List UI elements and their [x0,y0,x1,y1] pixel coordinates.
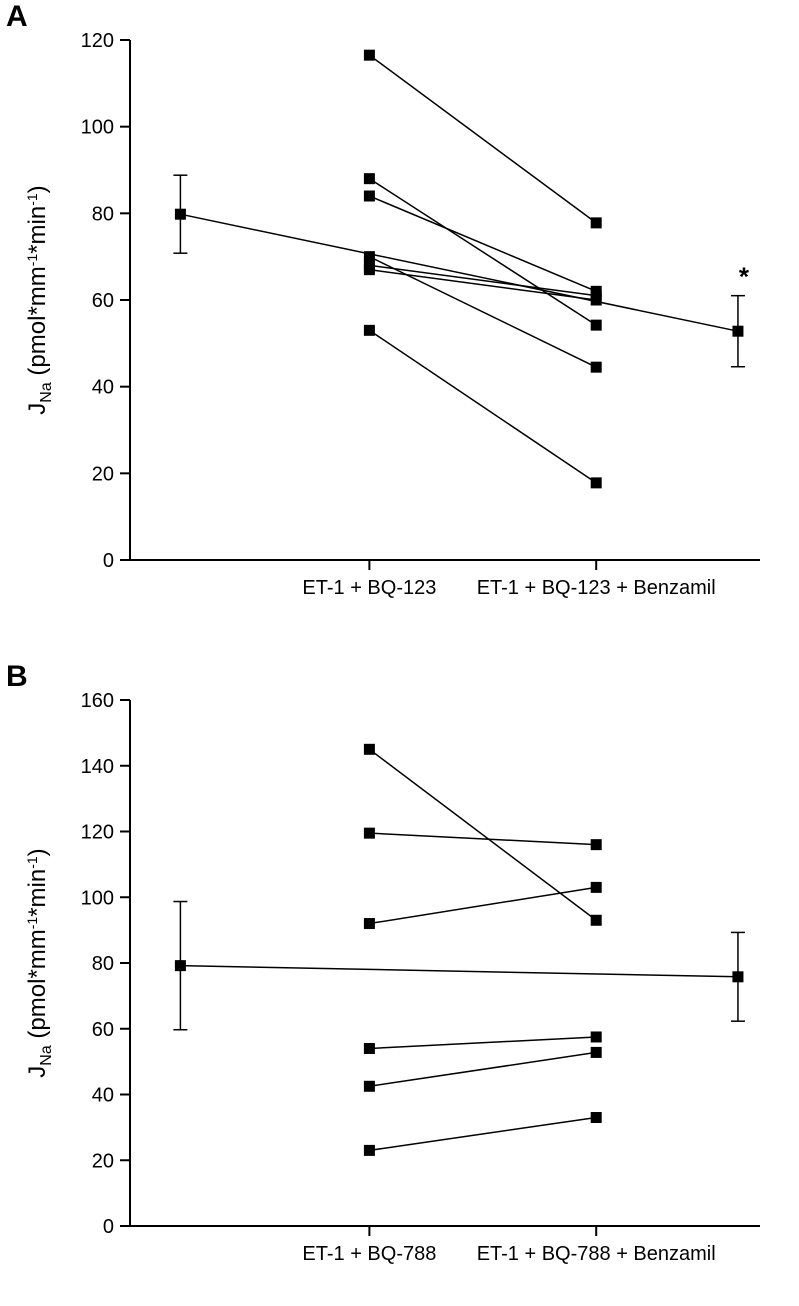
panel-B-chart: 0 20 40 60 80 100 120 140 160 ET-1 + BQ-788 ET-1 +… [0,660,799,1306]
svg-text:100: 100 [81,887,114,909]
panel-A-ylabel: J [24,403,51,415]
panel-A-label: A [6,0,28,34]
svg-text:JNa (pmol*mm-1*min-1): JNa (pmol*mm-1*min-1) [24,185,55,414]
panel-B-label: B [6,660,28,694]
panel-B-ytitle: JNa (pmol*mm-1*min-1) [24,848,55,1077]
panel-A-ytitle: JNa (pmol*mm-1*min-1) [24,185,55,414]
svg-text:100: 100 [81,117,114,139]
svg-text:120: 120 [81,822,114,844]
svg-text:20: 20 [92,1150,114,1172]
svg-text:60: 60 [92,290,114,312]
svg-text:JNa (pmol*mm-1*min-1): JNa (pmol*mm-1*min-1) [24,848,55,1077]
panel-B-ylabel: J [24,1066,51,1078]
panel-B-ylabel-sub: Na [38,1045,55,1066]
svg-text:80: 80 [92,953,114,975]
panel-B: B 0 20 40 60 80 100 120 140 160 ET-1 + BQ-788 ET-1… [0,660,799,1306]
svg-text:60: 60 [92,1019,114,1041]
panel-A-chart: 0 20 40 60 80 100 120 ET-1 + BQ-123 ET-1 + BQ-12… [0,0,799,640]
significance-marker: * [739,262,750,292]
x-category-label: ET-1 + BQ-123 + Benzamil [477,577,716,599]
panel-B-yunits: (pmol*mm [24,929,51,1038]
panel-A: A 0 20 40 60 80 100 120 ET-1 + BQ-123 ET-1 + BQ-… [0,0,799,640]
svg-text:80: 80 [92,203,114,225]
svg-text:0: 0 [103,550,114,572]
figure: A 0 20 40 60 80 100 120 ET-1 + BQ-123 ET-1 + BQ-… [0,0,799,1306]
svg-text:160: 160 [81,690,114,712]
svg-text:40: 40 [92,1085,114,1107]
svg-text:20: 20 [92,463,114,485]
panel-A-yunits: (pmol*mm [24,266,51,375]
x-category-label: ET-1 + BQ-788 + Benzamil [477,1243,716,1265]
panel-A-ylabel-sub: Na [38,382,55,403]
svg-text:120: 120 [81,30,114,52]
svg-text:140: 140 [81,756,114,778]
svg-text:40: 40 [92,377,114,399]
x-category-label: ET-1 + BQ-123 [302,577,436,599]
x-category-label: ET-1 + BQ-788 [302,1243,436,1265]
svg-text:0: 0 [103,1216,114,1238]
